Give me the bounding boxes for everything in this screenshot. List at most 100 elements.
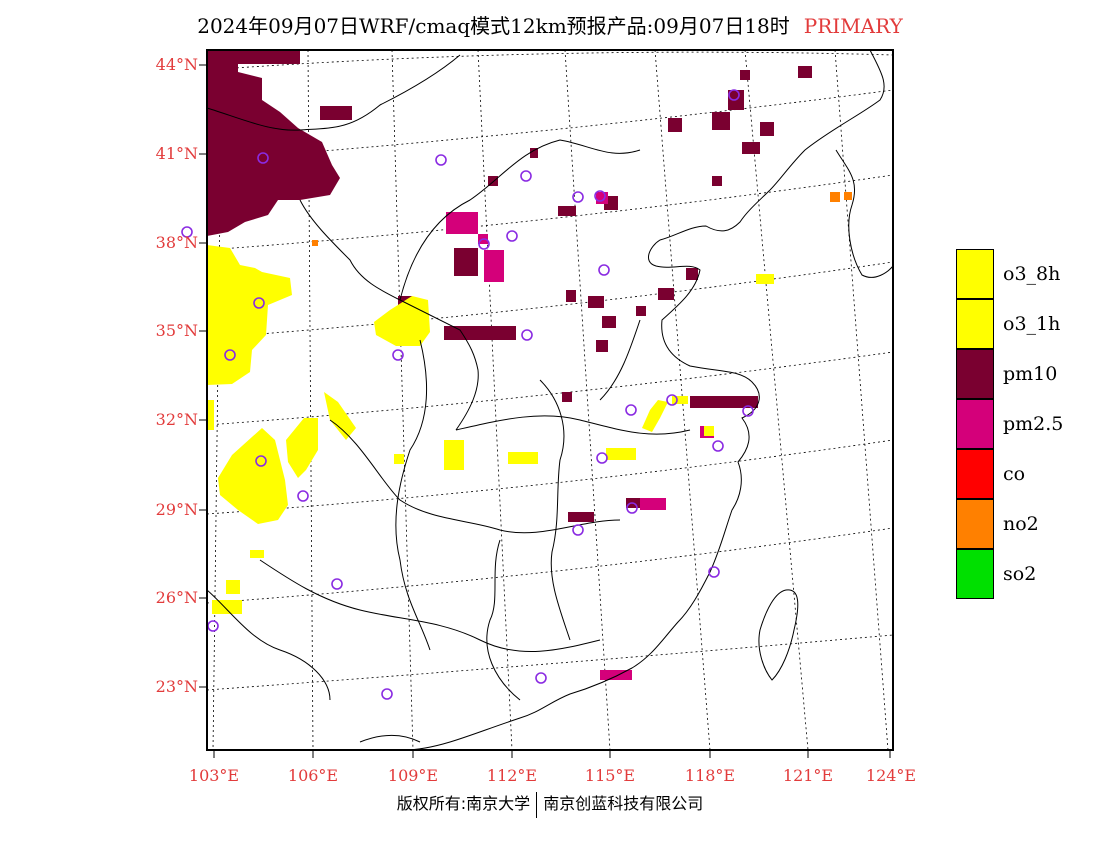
station-marker — [596, 452, 608, 464]
station-marker — [381, 688, 393, 700]
graticule — [206, 49, 894, 751]
inner-border-g — [599, 319, 641, 401]
map-frame — [206, 49, 894, 751]
parallel-38 — [206, 174, 894, 251]
lon-label-124: 124°E — [865, 766, 917, 785]
inner-border-c — [455, 415, 691, 435]
inner-border-d — [329, 419, 621, 534]
parallel-29 — [206, 439, 894, 515]
parallel-41 — [206, 89, 894, 161]
legend-label: pm10 — [1003, 363, 1058, 385]
legend-swatch — [956, 549, 994, 599]
legend-label: no2 — [1003, 513, 1039, 535]
station-marker — [253, 297, 265, 309]
no2-field — [312, 192, 852, 246]
copyright-company: 南京创蓝科技有限公司 — [543, 794, 704, 813]
lon-label-103: 103°E — [188, 766, 240, 785]
legend-label: o3_1h — [1003, 313, 1061, 335]
parallel-23 — [206, 634, 894, 691]
legend-swatch — [956, 299, 994, 349]
lat-label-23: 23°N — [155, 677, 198, 696]
station-marker — [297, 490, 309, 502]
taiwan — [758, 589, 799, 681]
station-marker — [594, 190, 606, 202]
lat-label-38: 38°N — [155, 233, 198, 252]
parallel-32 — [206, 351, 894, 426]
lon-label-112: 112°E — [486, 766, 538, 785]
title-text: 2024年09月07日WRF/cmaq模式12km预报产品:09月07日18时 — [197, 14, 790, 38]
meridian-124 — [834, 49, 889, 751]
inner-border-h — [206, 589, 331, 701]
station-marker — [520, 170, 532, 182]
copyright-footer: 版权所有:南京大学 南京创蓝科技有限公司 — [0, 790, 1100, 818]
station-marker — [255, 455, 267, 467]
station-marker — [478, 238, 490, 250]
legend-swatch — [956, 449, 994, 499]
legend-label: pm2.5 — [1003, 413, 1064, 435]
legend-swatch — [956, 499, 994, 549]
station-marker — [598, 264, 610, 276]
legend-label: so2 — [1003, 563, 1037, 585]
station-marker — [572, 191, 584, 203]
lat-label-44: 44°N — [155, 55, 198, 74]
lon-label-109: 109°E — [387, 766, 439, 785]
korea-coast — [835, 149, 894, 278]
meridian-112 — [477, 49, 513, 751]
pm25-field — [446, 192, 714, 680]
legend-label: o3_8h — [1003, 263, 1061, 285]
meridian-115 — [564, 49, 611, 751]
legend-swatch — [956, 399, 994, 449]
station-marker — [181, 226, 193, 238]
station-marker — [535, 672, 547, 684]
station-marker — [224, 349, 236, 361]
station-marker — [521, 329, 533, 341]
legend-label: co — [1003, 463, 1026, 485]
lon-label-106: 106°E — [287, 766, 339, 785]
station-marker — [742, 405, 754, 417]
lon-label-121: 121°E — [782, 766, 834, 785]
copyright-divider — [536, 791, 538, 818]
station-marker — [625, 404, 637, 416]
lat-label-29: 29°N — [155, 500, 198, 519]
map-title: 2024年09月07日WRF/cmaq模式12km预报产品:09月07日18时 P… — [0, 10, 1100, 39]
inner-border-f — [539, 379, 571, 641]
parallel-44 — [206, 51, 894, 71]
station-marker — [626, 502, 638, 514]
copyright-owner: 版权所有:南京大学 — [396, 794, 531, 813]
inner-border-e — [259, 559, 601, 653]
meridian-109 — [391, 49, 414, 751]
lat-label-32: 32°N — [155, 410, 198, 429]
station-marker — [257, 152, 269, 164]
station-marker — [435, 154, 447, 166]
station-marker — [728, 89, 740, 101]
station-marker — [506, 230, 518, 242]
inner-border-a — [299, 199, 479, 431]
station-marker — [712, 440, 724, 452]
meridian-121 — [744, 49, 809, 751]
primary-tag: PRIMARY — [803, 14, 903, 38]
inner-border-b — [399, 139, 641, 301]
boundaries — [206, 49, 894, 751]
station-marker — [666, 394, 678, 406]
station-marker — [392, 349, 404, 361]
legend-swatch — [956, 249, 994, 299]
legend-swatch — [956, 349, 994, 399]
pm10-field — [207, 50, 812, 522]
hainan-edge — [359, 734, 421, 743]
northeast-border — [769, 49, 885, 191]
parallel-26 — [206, 527, 894, 604]
station-marker — [572, 524, 584, 536]
frame-ticks — [199, 64, 891, 758]
station-marker — [708, 566, 720, 578]
inner-border-i — [395, 339, 431, 651]
station-marker — [207, 620, 219, 632]
lat-label-26: 26°N — [155, 588, 198, 607]
station-marker — [331, 578, 343, 590]
lon-label-115: 115°E — [584, 766, 636, 785]
mongolia-border — [206, 54, 461, 131]
coastline — [403, 189, 771, 751]
lon-label-118: 118°E — [684, 766, 736, 785]
lat-label-41: 41°N — [155, 144, 198, 163]
inner-border-j — [486, 539, 521, 701]
